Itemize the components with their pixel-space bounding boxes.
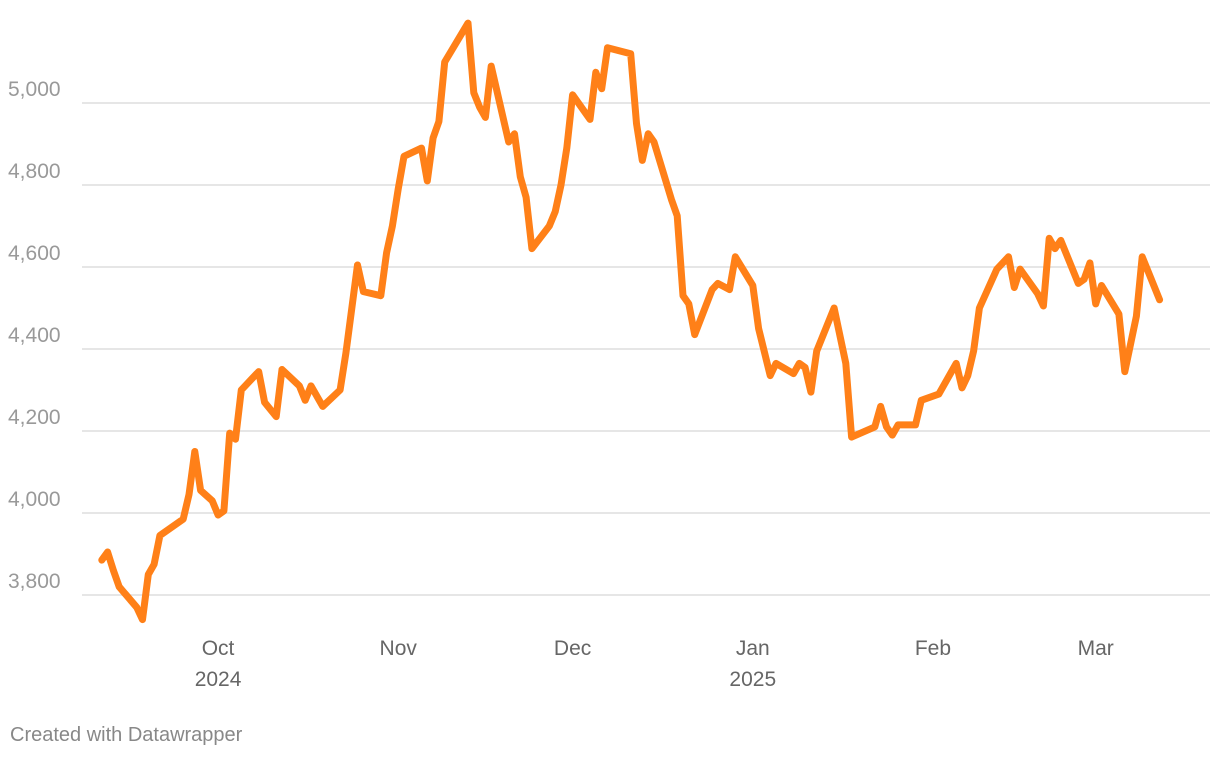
- y-tick-label: 4,200: [8, 406, 61, 429]
- x-tick-label: Mar: [1078, 637, 1114, 660]
- x-tick-label: Nov: [380, 637, 418, 660]
- y-tick-label: 5,000: [8, 78, 61, 101]
- x-tick-year-label: 2025: [729, 668, 776, 691]
- y-tick-label: 3,800: [8, 570, 61, 593]
- x-axis-labels: Oct 2024 Nov Dec Jan 2025 Feb Mar: [195, 637, 1114, 691]
- series-line-0: [98, 19, 1164, 624]
- y-tick-label: 4,600: [8, 242, 61, 265]
- y-tick-label: 4,000: [8, 488, 61, 511]
- x-tick-label: Dec: [554, 637, 591, 660]
- x-tick-label: Feb: [915, 637, 951, 660]
- x-tick-year-label: 2024: [195, 668, 242, 691]
- line-chart: 3,800 4,000 4,200 4,400 4,600 4,800 5,000 Oct 2…: [8, 19, 1210, 691]
- x-tick-label: Oct: [202, 637, 235, 660]
- y-tick-label: 4,800: [8, 160, 61, 183]
- gridlines: [82, 102, 1210, 596]
- x-tick-label: Jan: [736, 637, 770, 660]
- datawrapper-credit: Created with Datawrapper: [10, 724, 243, 746]
- series-layer: [98, 19, 1164, 624]
- y-tick-label: 4,400: [8, 324, 61, 347]
- y-axis-labels: 3,800 4,000 4,200 4,400 4,600 4,800 5,000: [8, 78, 61, 593]
